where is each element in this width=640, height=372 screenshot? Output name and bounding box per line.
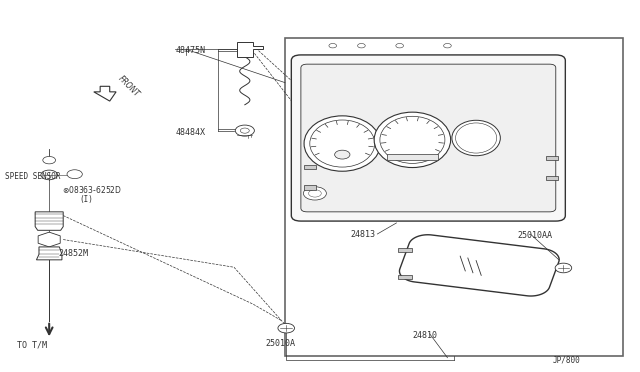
Ellipse shape xyxy=(380,116,445,163)
Bar xyxy=(304,185,316,190)
Text: $\otimes$08363-6252D: $\otimes$08363-6252D xyxy=(62,185,122,195)
Text: 24810: 24810 xyxy=(412,331,437,340)
Text: 48475N: 48475N xyxy=(175,46,205,55)
FancyBboxPatch shape xyxy=(301,64,556,212)
Circle shape xyxy=(329,44,337,48)
Text: 48484X: 48484X xyxy=(175,128,205,137)
Bar xyxy=(397,275,412,279)
Polygon shape xyxy=(94,86,116,101)
Polygon shape xyxy=(237,42,262,57)
Text: FRONT: FRONT xyxy=(116,74,141,99)
Circle shape xyxy=(43,157,56,164)
Ellipse shape xyxy=(452,120,500,156)
Circle shape xyxy=(308,190,321,197)
Text: 25010AA: 25010AA xyxy=(518,231,552,240)
Bar xyxy=(387,154,438,160)
Bar xyxy=(304,165,316,169)
Text: 24852M: 24852M xyxy=(59,249,89,258)
Ellipse shape xyxy=(304,116,381,171)
Ellipse shape xyxy=(374,112,451,167)
Ellipse shape xyxy=(310,120,375,167)
Circle shape xyxy=(358,44,365,48)
Circle shape xyxy=(278,323,294,333)
Circle shape xyxy=(555,263,572,273)
Text: 24813: 24813 xyxy=(350,230,375,238)
Circle shape xyxy=(444,44,451,48)
Polygon shape xyxy=(399,235,559,296)
Ellipse shape xyxy=(456,123,497,153)
Bar xyxy=(397,248,412,253)
Text: SPEED SENSOR: SPEED SENSOR xyxy=(4,172,60,182)
Bar xyxy=(546,156,557,160)
Circle shape xyxy=(303,187,326,200)
Bar xyxy=(285,38,623,356)
Circle shape xyxy=(41,170,58,180)
Circle shape xyxy=(335,150,350,159)
Bar xyxy=(546,176,557,180)
Circle shape xyxy=(67,170,83,179)
Text: TO T/M: TO T/M xyxy=(17,341,47,350)
Text: JP/800: JP/800 xyxy=(552,356,580,365)
Circle shape xyxy=(241,128,249,133)
FancyBboxPatch shape xyxy=(291,55,565,221)
Polygon shape xyxy=(35,212,63,230)
Polygon shape xyxy=(38,232,60,247)
Text: 25010A: 25010A xyxy=(266,339,296,347)
Text: (I): (I) xyxy=(79,195,93,203)
Circle shape xyxy=(396,44,403,48)
Circle shape xyxy=(236,125,254,136)
Polygon shape xyxy=(36,247,62,260)
